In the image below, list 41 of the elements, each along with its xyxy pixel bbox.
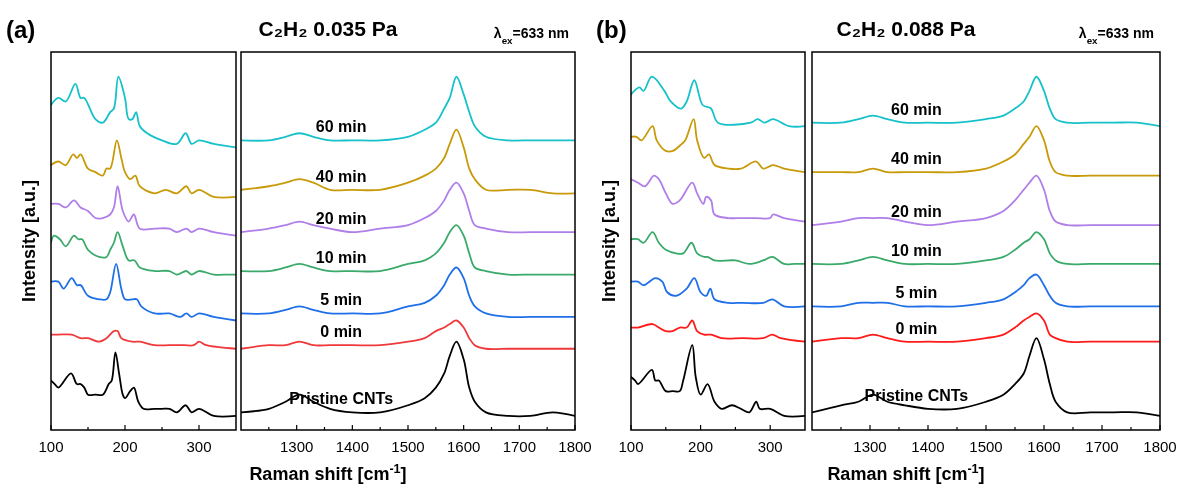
chart-title: C₂H₂ 0.035 Pa bbox=[258, 17, 398, 40]
x-tick-label: 1800 bbox=[558, 438, 592, 455]
y-axis-title: Intensity [a.u.] bbox=[19, 179, 39, 303]
text: (a) bbox=[6, 16, 36, 43]
x-tick-label: 1400 bbox=[911, 438, 945, 455]
x-tick-label: 1700 bbox=[502, 438, 537, 455]
x-tick-label: 1700 bbox=[1085, 438, 1119, 455]
series-label: 40 min bbox=[891, 150, 942, 168]
x-tick-label: 1800 bbox=[1143, 438, 1177, 455]
x-tick-label: 1400 bbox=[335, 438, 370, 455]
x-axis-title: Raman shift [cm$^{-1}$] bbox=[827, 462, 985, 484]
x-tick-label: 100 bbox=[618, 438, 644, 455]
series-label: 0 min bbox=[895, 319, 938, 337]
series-label: 10 min bbox=[891, 241, 942, 259]
x-tick-label: 1300 bbox=[279, 438, 314, 455]
x-tick-label: 300 bbox=[186, 438, 212, 455]
text: λ$_{ex}$=633 nm bbox=[1078, 25, 1154, 46]
x-tick-label: 100 bbox=[38, 438, 64, 455]
x-tick-label: 1500 bbox=[969, 438, 1003, 455]
series-label: 5 min bbox=[895, 284, 938, 302]
x-tick-label: 1500 bbox=[391, 438, 425, 455]
series-label: 60 min bbox=[315, 118, 367, 136]
series-label: 20 min bbox=[315, 210, 367, 228]
x-axis-title: Raman shift [cm$^{-1}$] bbox=[249, 462, 407, 484]
text: (b) bbox=[596, 16, 627, 43]
series-label: 0 min bbox=[320, 323, 363, 341]
x-tick-label: 1600 bbox=[1027, 438, 1061, 455]
series-label: 5 min bbox=[320, 291, 363, 309]
x-tick-label: 200 bbox=[112, 438, 138, 455]
text: λ$_{ex}$=633 nm bbox=[493, 25, 569, 46]
chart-title: C₂H₂ 0.088 Pa bbox=[836, 17, 976, 40]
series-label: 20 min bbox=[891, 203, 942, 221]
x-tick-label: 1600 bbox=[446, 438, 481, 455]
y-axis-title: Intensity [a.u.] bbox=[599, 179, 619, 303]
series-label: 60 min bbox=[891, 100, 942, 118]
series-label: 40 min bbox=[315, 167, 367, 185]
series-label: Pristine CNTs bbox=[864, 386, 969, 404]
x-tick-label: 1300 bbox=[853, 438, 887, 455]
x-tick-label: 300 bbox=[757, 438, 783, 455]
x-tick-label: 200 bbox=[688, 438, 714, 455]
series-label: 10 min bbox=[315, 249, 367, 267]
